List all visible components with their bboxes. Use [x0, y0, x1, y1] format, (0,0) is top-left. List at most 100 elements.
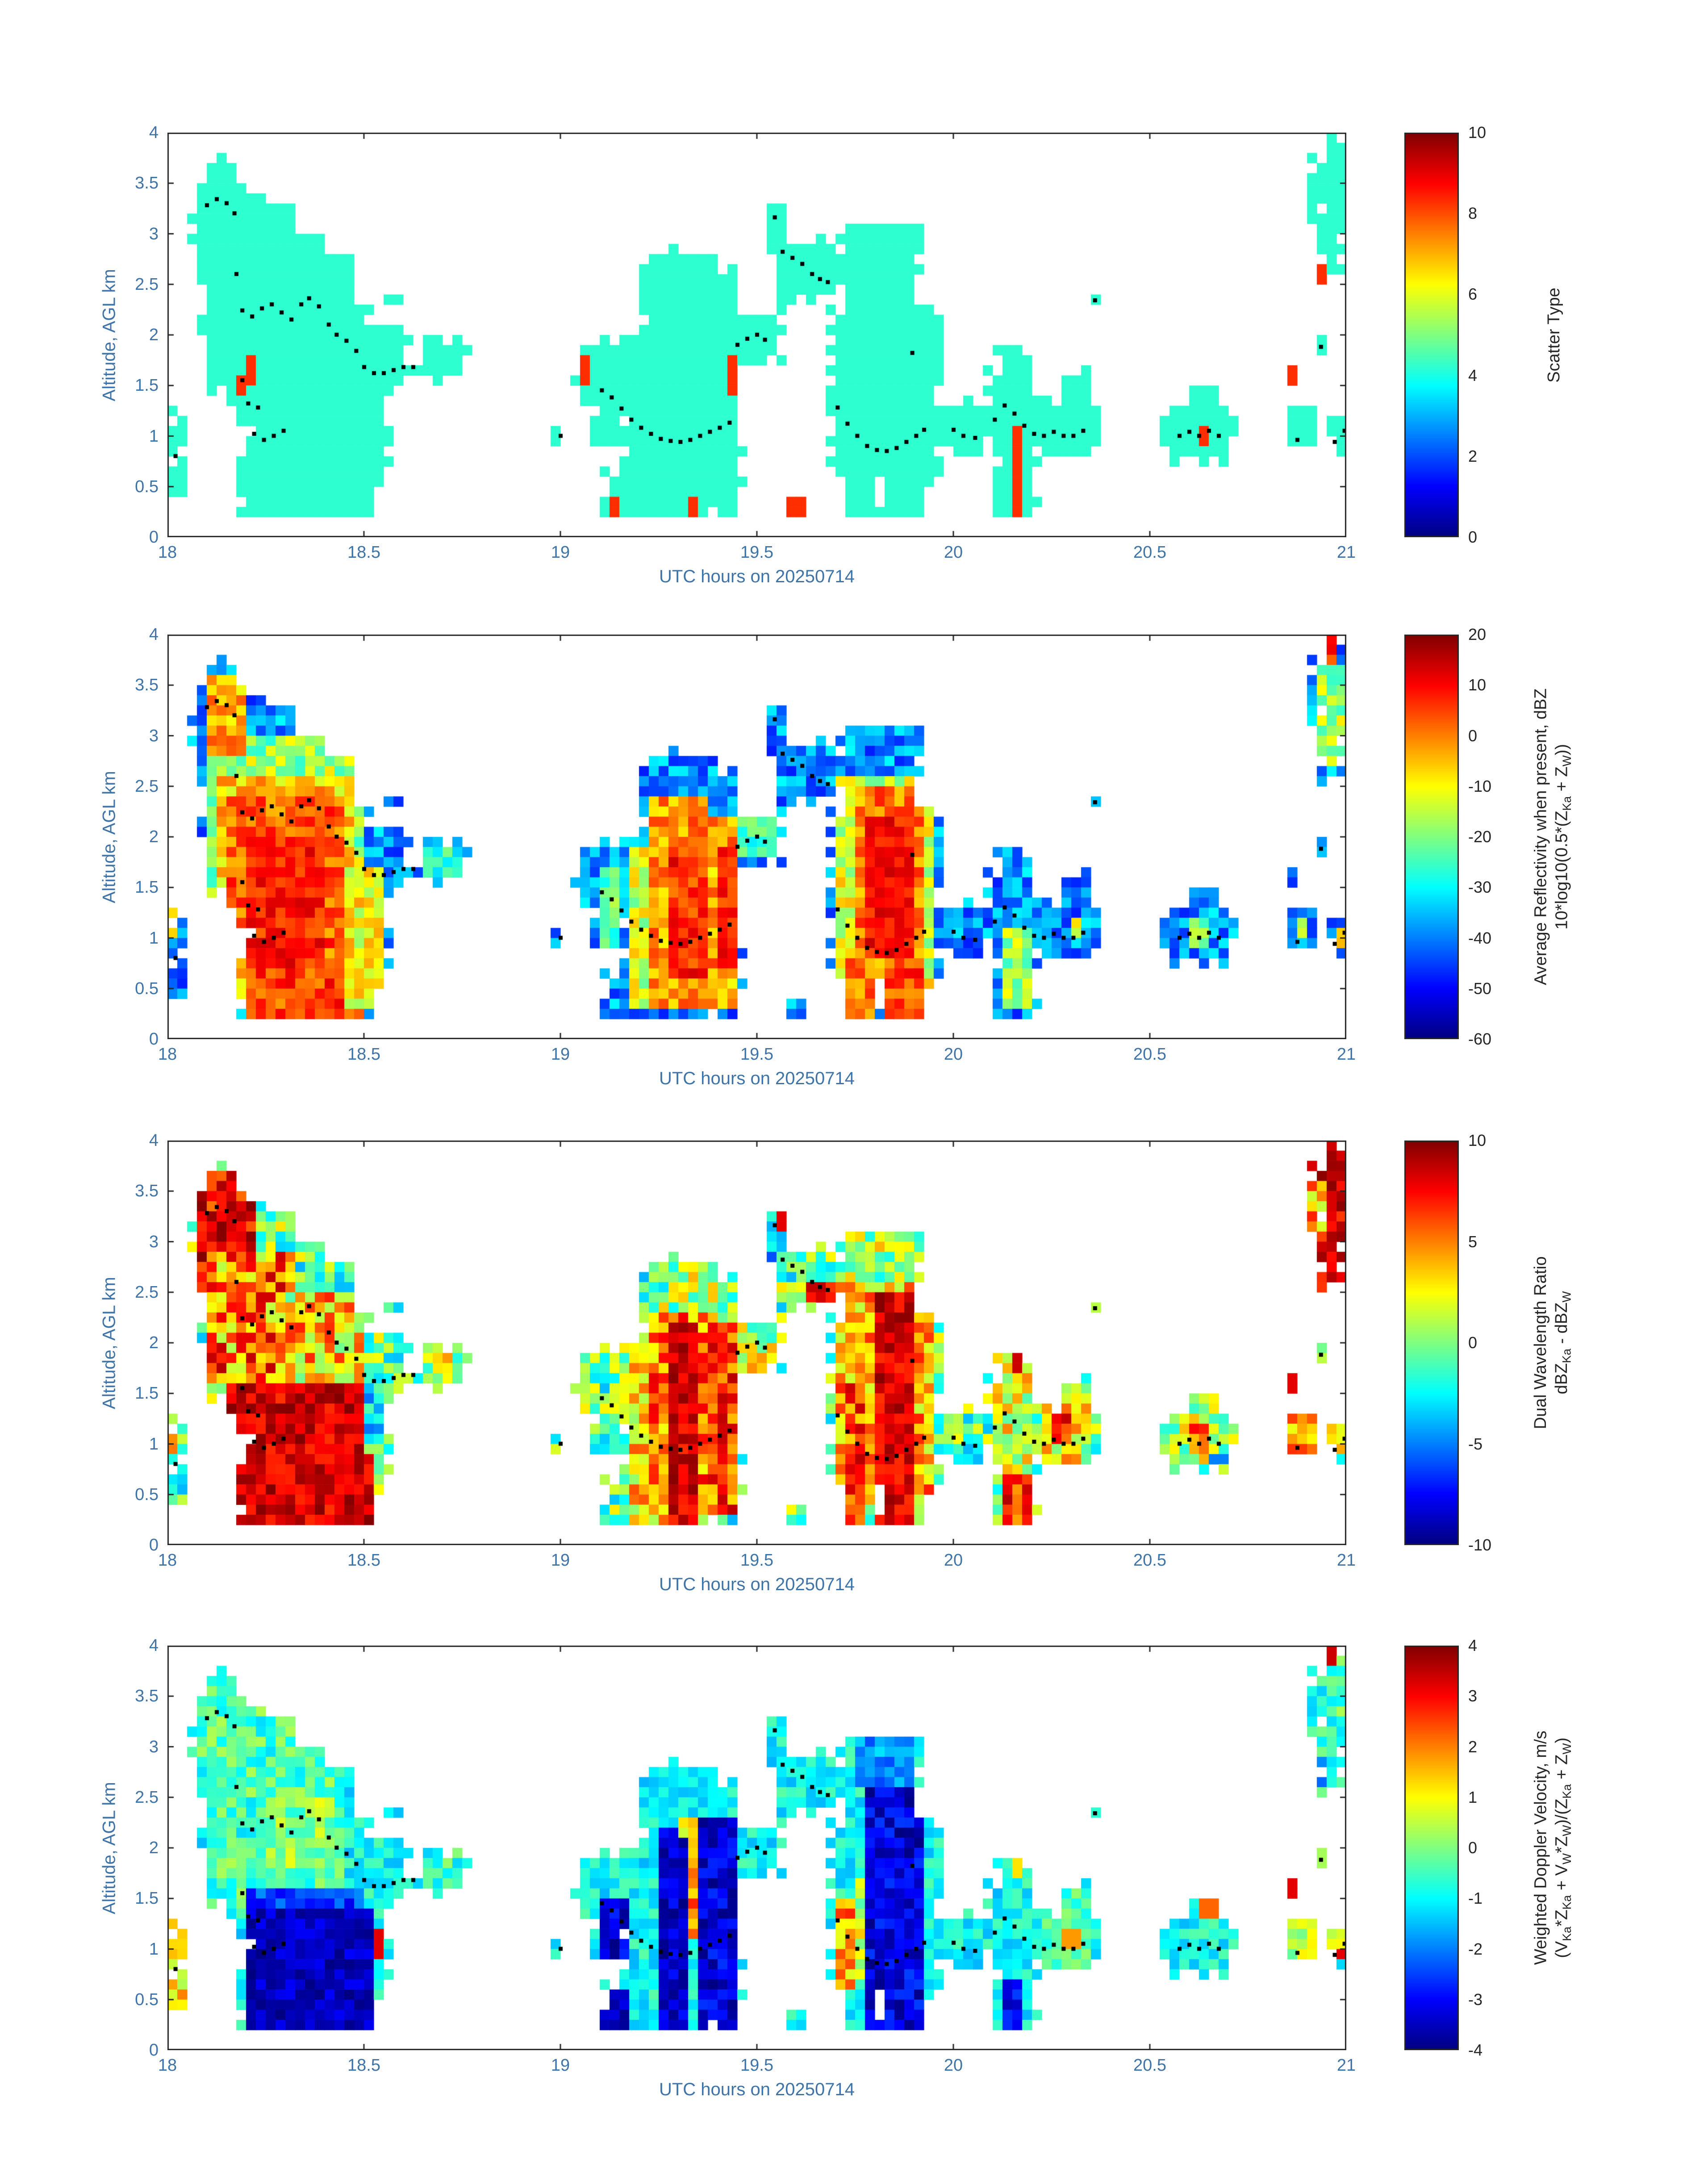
y-tick-label: 3: [149, 1737, 159, 1756]
x-tick-label: 18.5: [347, 2056, 380, 2075]
colorbar-tick-labels: 0 2 4 6 8 10: [1468, 123, 1544, 546]
y-tick-label: 0.5: [135, 979, 159, 998]
x-tick-label: 20: [944, 543, 963, 562]
colorbar-tick-label: -40: [1468, 928, 1492, 947]
x-tick-label: 19: [551, 1045, 570, 1064]
x-axis-label: UTC hours on 20250714: [659, 567, 855, 586]
colorbar-title-text: Dual Wavelength Ratio dBZKa - dBZW: [1531, 1256, 1574, 1429]
x-tick-labels: 18 18.5 19 19.5 20 20.5 21: [158, 1039, 1356, 1066]
y-tick-label: 3: [149, 1232, 159, 1251]
colorbar-tick-label: 0: [1468, 1333, 1478, 1352]
heatmap-canvas-weighted-doppler-velocity: [167, 1646, 1346, 2050]
colorbar-tick-label: -50: [1468, 979, 1492, 998]
x-tick-labels: 18 18.5 19 19.5 20 20.5 21: [158, 1545, 1356, 1572]
y-tick-labels: 0 0.5 1 1.5 2 2.5 3 3.5 4: [96, 1131, 159, 1554]
colorbar-scatter-type: [1404, 133, 1459, 537]
colorbar-tick-label: -3: [1468, 1990, 1483, 2009]
y-tick-label: 1.5: [135, 376, 159, 395]
colorbar-tick-label: -10: [1468, 1536, 1492, 1554]
x-tick-label: 20: [944, 1551, 963, 1570]
colorbar-tick-label: 10: [1468, 123, 1487, 142]
x-tick-label: 19.5: [740, 543, 773, 562]
x-tick-label: 21: [1336, 1045, 1356, 1064]
y-tick-label: 2.5: [135, 1283, 159, 1302]
y-tick-label: 2: [149, 326, 159, 344]
y-tick-label: 4: [149, 1636, 159, 1655]
colorbar-dual-wavelength-ratio: [1404, 1141, 1459, 1545]
y-tick-label: 2.5: [135, 275, 159, 294]
colorbar-tick-label: -1: [1468, 1889, 1483, 1908]
y-tick-label: 0.5: [135, 477, 159, 496]
colorbar-title-text: Average Reflectivity when present, dBZ 10…: [1531, 688, 1574, 986]
x-tick-label: 18.5: [347, 543, 380, 562]
y-tick-label: 1: [149, 1939, 159, 1959]
colorbar-tick-label: -4: [1468, 2041, 1483, 2059]
y-tick-label: 1: [149, 426, 159, 446]
colorbar-tick-label: 4: [1468, 366, 1478, 384]
colorbar-tick-label: -5: [1468, 1434, 1483, 1453]
x-tick-label: 18.5: [347, 1045, 380, 1064]
colorbar-tick-labels: -4 -3 -2 -1 0 1 2 3 4: [1468, 1636, 1544, 2059]
colorbar-title-text: Scatter Type: [1544, 287, 1563, 383]
colorbar-tick-label: -10: [1468, 777, 1492, 795]
y-tick-label: 0.5: [135, 1990, 159, 2009]
colorbar-tick-label: 4: [1468, 1636, 1478, 1655]
y-tick-label: 4: [149, 123, 159, 142]
x-tick-label: 21: [1336, 2056, 1356, 2075]
colorbar-tick-label: 6: [1468, 285, 1478, 304]
heatmap-canvas-dual-wavelength-ratio: [167, 1141, 1346, 1545]
y-tick-label: 2: [149, 827, 159, 846]
colorbar-title: Average Reflectivity when present, dBZ 10…: [1491, 635, 1616, 1039]
x-tick-label: 18: [158, 1045, 177, 1064]
colorbar-tick-label: 2: [1468, 447, 1478, 465]
colorbar-tick-label: 0: [1468, 1839, 1478, 1857]
x-tick-label: 21: [1336, 543, 1356, 562]
colorbar-weighted-doppler-velocity: [1404, 1646, 1459, 2050]
x-axis-label: UTC hours on 20250714: [659, 1575, 855, 1594]
x-tick-label: 19.5: [740, 2056, 773, 2075]
y-tick-label: 0: [149, 528, 159, 547]
y-tick-label: 2.5: [135, 1788, 159, 1807]
colorbar-tick-label: 2: [1468, 1737, 1478, 1756]
y-tick-labels: 0 0.5 1 1.5 2 2.5 3 3.5 4: [96, 625, 159, 1049]
x-axis-label: UTC hours on 20250714: [659, 1069, 855, 1088]
y-tick-label: 3: [149, 224, 159, 243]
y-tick-label: 2.5: [135, 777, 159, 796]
panel-weighted-doppler-velocity: Altitude, AGL km 0 0.5 1 1.5 2 2.5 3 3.5 4 18 18.…: [0, 1636, 1708, 2148]
colorbar-tick-label: 0: [1468, 528, 1478, 546]
colorbar-tick-label: -60: [1468, 1030, 1492, 1048]
x-tick-labels: 18 18.5 19 19.5 20 20.5 21: [158, 537, 1356, 564]
x-tick-label: 18: [158, 2056, 177, 2075]
y-tick-label: 3: [149, 726, 159, 745]
x-tick-label: 20.5: [1133, 1551, 1166, 1570]
colorbar-tick-label: 10: [1468, 1131, 1487, 1149]
x-axis-label: UTC hours on 20250714: [659, 2080, 855, 2099]
colorbar-tick-label: 1: [1468, 1788, 1478, 1806]
y-tick-label: 0: [149, 2041, 159, 2060]
colorbar-tick-label: -20: [1468, 827, 1492, 846]
y-tick-labels: 0 0.5 1 1.5 2 2.5 3 3.5 4: [96, 1636, 159, 2060]
x-tick-labels: 18 18.5 19 19.5 20 20.5 21: [158, 2050, 1356, 2077]
y-tick-label: 2: [149, 1839, 159, 1857]
y-tick-label: 4: [149, 625, 159, 644]
x-tick-label: 20: [944, 2056, 963, 2075]
x-tick-label: 19: [551, 543, 570, 562]
x-tick-label: 20: [944, 1045, 963, 1064]
colorbar-title: Dual Wavelength Ratio dBZKa - dBZW: [1491, 1141, 1616, 1545]
heatmap-canvas-scatter-type: [167, 133, 1346, 537]
colorbar-tick-label: 10: [1468, 676, 1487, 694]
x-tick-label: 20.5: [1133, 543, 1166, 562]
x-tick-label: 19: [551, 1551, 570, 1570]
y-tick-label: 1.5: [135, 1384, 159, 1403]
y-tick-label: 1: [149, 928, 159, 948]
colorbar-tick-label: 5: [1468, 1232, 1478, 1251]
y-tick-label: 3.5: [135, 174, 159, 193]
y-tick-label: 1.5: [135, 1889, 159, 1908]
x-tick-label: 18.5: [347, 1551, 380, 1570]
x-tick-label: 18: [158, 543, 177, 562]
colorbar-average-reflectivity: [1404, 635, 1459, 1039]
colorbar-tick-label: 0: [1468, 726, 1478, 745]
y-tick-label: 0: [149, 1536, 159, 1554]
x-tick-label: 19.5: [740, 1045, 773, 1064]
